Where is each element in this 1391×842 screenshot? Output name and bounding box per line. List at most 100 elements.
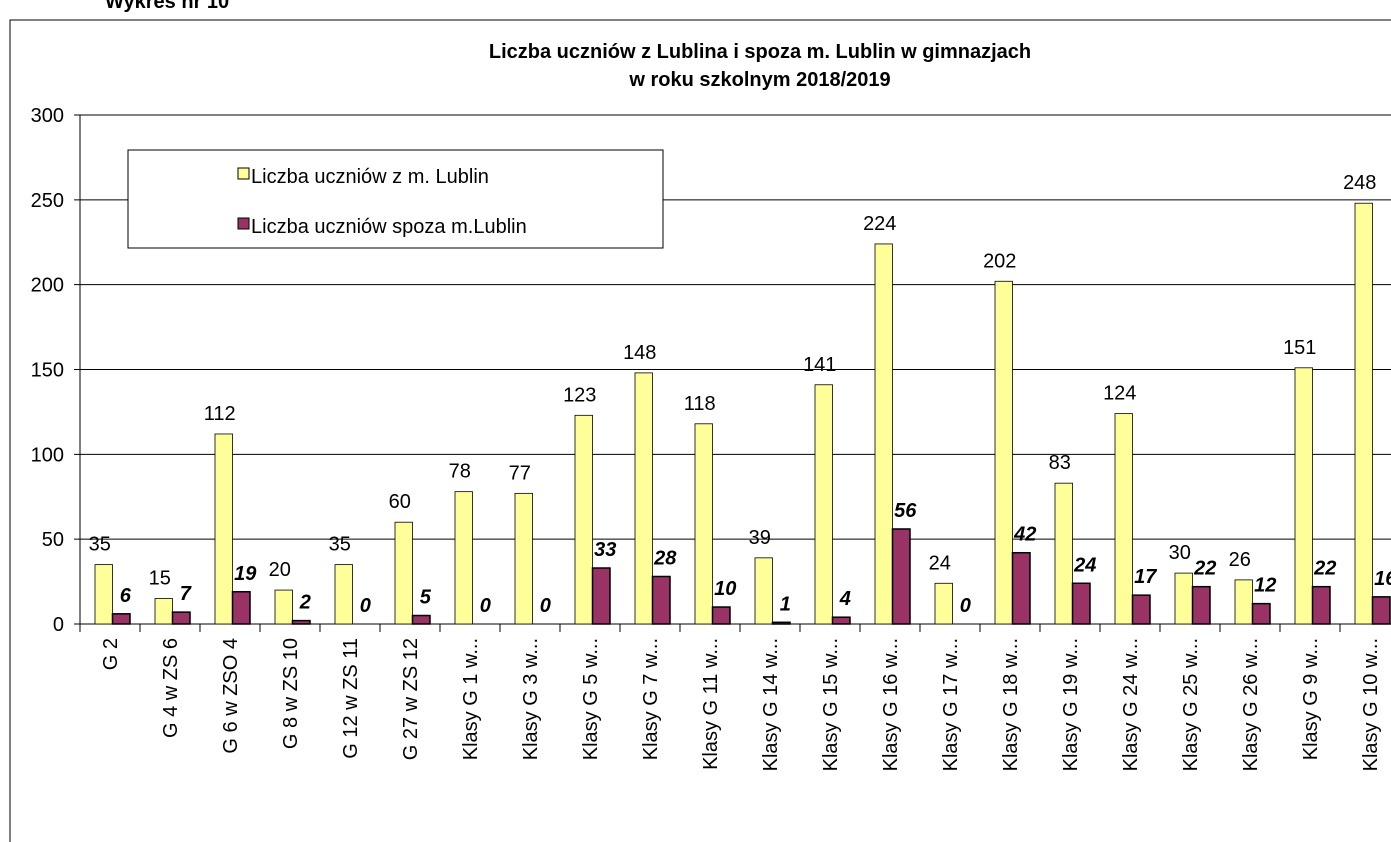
data-label: 35 bbox=[89, 534, 111, 556]
y-tick-label: 250 bbox=[31, 190, 64, 212]
data-label: 56 bbox=[894, 500, 917, 522]
bar bbox=[514, 492, 533, 625]
x-tick-label: Klasy G 7 w... bbox=[640, 638, 662, 760]
bar bbox=[754, 557, 773, 625]
bar bbox=[1311, 585, 1331, 625]
x-tick-label: G 4 w ZS 6 bbox=[160, 638, 182, 738]
bar bbox=[1071, 582, 1091, 625]
bar bbox=[574, 414, 593, 625]
y-tick-label: 200 bbox=[31, 275, 64, 297]
x-tick-label: G 27 w ZS 12 bbox=[400, 638, 422, 760]
bar bbox=[454, 491, 473, 625]
x-tick-label: Klasy G 26 w... bbox=[1240, 638, 1262, 771]
chart-title: Liczba uczniów z Lublina i spoza m. Lubl… bbox=[489, 41, 1031, 63]
x-tick-label: Klasy G 9 w... bbox=[1300, 638, 1322, 760]
data-label: 118 bbox=[684, 393, 716, 415]
x-tick-label: G 8 w ZS 10 bbox=[280, 638, 302, 749]
bar bbox=[1234, 579, 1253, 625]
x-tick-label: Klasy G 18 w... bbox=[1000, 638, 1022, 771]
y-tick-label: 300 bbox=[31, 105, 64, 127]
bar bbox=[1251, 602, 1271, 625]
bar bbox=[591, 567, 611, 625]
legend-swatch bbox=[237, 167, 250, 180]
data-label: 0 bbox=[360, 595, 371, 617]
data-label: 19 bbox=[234, 563, 257, 585]
legend-label: Liczba uczniów spoza m.Lublin bbox=[251, 216, 527, 238]
x-tick-label: Klasy G 5 w... bbox=[580, 638, 602, 760]
bar bbox=[934, 582, 953, 625]
bar bbox=[1191, 585, 1211, 625]
data-label: 148 bbox=[623, 342, 656, 364]
x-tick-label: Klasy G 14 w... bbox=[760, 638, 782, 771]
y-tick-label: 150 bbox=[31, 360, 64, 382]
x-tick-label: Klasy G 24 w... bbox=[1120, 638, 1142, 771]
x-tick-label: Klasy G 1 w... bbox=[460, 638, 482, 760]
data-label: 112 bbox=[204, 403, 236, 425]
bar bbox=[274, 589, 293, 625]
data-label: 26 bbox=[1229, 549, 1251, 571]
data-label: 12 bbox=[1254, 575, 1276, 597]
data-label: 224 bbox=[863, 213, 896, 235]
x-tick-label: G 2 bbox=[100, 638, 122, 670]
bar bbox=[694, 423, 713, 625]
bar bbox=[994, 280, 1013, 625]
data-label: 33 bbox=[594, 539, 616, 561]
data-label: 28 bbox=[653, 547, 677, 569]
x-tick-label: Klasy G 17 w... bbox=[940, 638, 962, 771]
data-label: 39 bbox=[749, 527, 771, 549]
bar bbox=[94, 564, 113, 625]
heading: Wykres nr 10 bbox=[105, 0, 229, 13]
data-label: 17 bbox=[1134, 566, 1157, 588]
data-label: 124 bbox=[1103, 383, 1136, 405]
bar bbox=[334, 564, 353, 625]
bar bbox=[891, 528, 911, 625]
data-label: 5 bbox=[420, 587, 432, 609]
data-label: 123 bbox=[563, 384, 596, 406]
data-label: 24 bbox=[1073, 554, 1096, 576]
y-tick-label: 50 bbox=[42, 529, 64, 551]
bar bbox=[1371, 596, 1391, 625]
legend bbox=[127, 149, 664, 249]
data-label: 35 bbox=[329, 534, 351, 556]
bar bbox=[411, 614, 431, 625]
data-label: 22 bbox=[1313, 558, 1336, 580]
bar bbox=[771, 621, 791, 625]
data-label: 0 bbox=[960, 595, 971, 617]
data-label: 83 bbox=[1049, 452, 1071, 474]
data-label: 30 bbox=[1169, 542, 1191, 564]
bar bbox=[831, 616, 851, 625]
y-tick-label: 100 bbox=[31, 444, 64, 466]
data-label: 42 bbox=[1013, 524, 1036, 546]
bar bbox=[1294, 367, 1313, 625]
data-label: 22 bbox=[1193, 558, 1216, 580]
bar bbox=[214, 433, 233, 625]
data-label: 10 bbox=[714, 578, 736, 600]
x-tick-label: Klasy G 25 w... bbox=[1180, 638, 1202, 771]
data-label: 0 bbox=[480, 595, 491, 617]
x-tick-label: Klasy G 11 w... bbox=[700, 638, 722, 770]
y-tick-label: 0 bbox=[53, 614, 64, 636]
data-label: 0 bbox=[540, 595, 551, 617]
data-label: 151 bbox=[1283, 337, 1316, 359]
x-tick-label: Klasy G 10 w... bbox=[1360, 638, 1382, 771]
data-label: 248 bbox=[1343, 172, 1376, 194]
bar bbox=[1011, 551, 1031, 625]
data-label: 78 bbox=[449, 461, 471, 483]
bar bbox=[711, 606, 731, 625]
bar bbox=[651, 575, 671, 625]
bar bbox=[154, 598, 173, 625]
data-label: 6 bbox=[120, 585, 132, 607]
x-tick-label: G 12 w ZS 11 bbox=[340, 638, 362, 759]
data-label: 20 bbox=[269, 559, 291, 581]
x-tick-label: Klasy G 19 w... bbox=[1060, 638, 1082, 771]
data-label: 2 bbox=[299, 592, 311, 614]
data-label: 24 bbox=[929, 552, 951, 574]
legend-swatch bbox=[237, 217, 250, 230]
bar bbox=[634, 372, 653, 625]
data-label: 77 bbox=[509, 462, 531, 484]
bar bbox=[111, 613, 131, 625]
data-label: 141 bbox=[803, 354, 836, 376]
bar bbox=[1131, 594, 1151, 625]
